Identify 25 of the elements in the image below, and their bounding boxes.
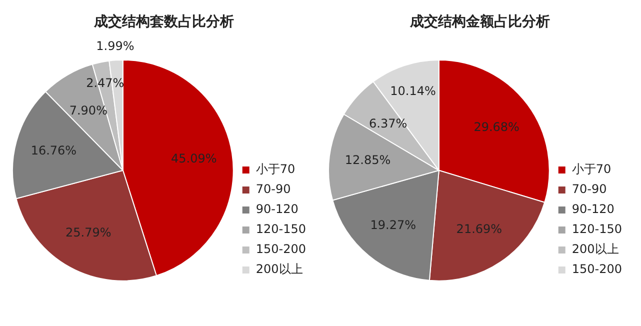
legend-label: 120-150	[572, 222, 622, 236]
legend-label: 90-120	[256, 202, 298, 216]
legend-label: 70-90	[572, 182, 607, 196]
legend-label: 小于70	[572, 162, 612, 176]
legend-label: 70-90	[256, 182, 291, 196]
data-label: 25.79%	[66, 225, 112, 240]
legend-label: 小于70	[256, 162, 296, 176]
data-label: 10.14%	[390, 84, 436, 98]
data-label: 1.99%	[96, 39, 134, 54]
data-label: 29.68%	[474, 120, 520, 134]
legend-label: 120-150	[256, 222, 306, 236]
legend-label: 200以上	[256, 262, 303, 276]
data-label: 19.27%	[370, 218, 416, 232]
data-label: 6.37%	[369, 116, 408, 131]
legend-label: 90-120	[572, 202, 614, 216]
legend-label: 150-200	[256, 242, 306, 256]
data-label: 45.09%	[170, 151, 217, 166]
legend-label: 150-200	[572, 262, 622, 276]
data-label: 2.47%	[86, 76, 124, 90]
data-label: 21.69%	[456, 222, 502, 236]
data-label: 16.76%	[30, 144, 77, 158]
chart-title: 成交结构套数占比分析	[93, 13, 234, 30]
chart-title: 成交结构金额占比分析	[409, 13, 550, 30]
legend-label: 200以上	[572, 242, 619, 256]
data-label: 12.85%	[344, 153, 391, 168]
